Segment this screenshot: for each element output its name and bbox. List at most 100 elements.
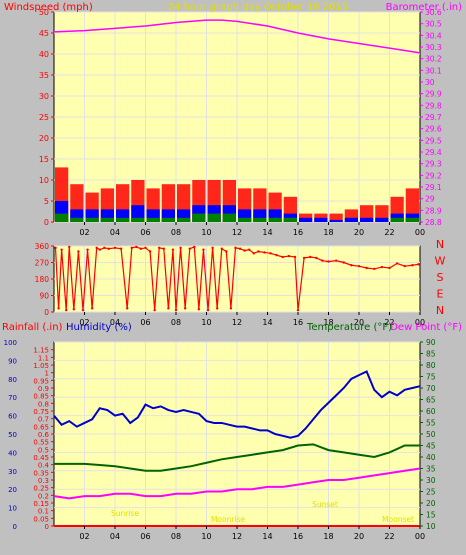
wind-xtick-label: 04 <box>110 228 120 237</box>
baro-ytick-label: 29.2 <box>425 171 442 180</box>
direction-point <box>95 246 98 250</box>
rain-ytick-label: 0.6 <box>38 431 50 439</box>
humidity-ytick-label: 60 <box>8 413 17 421</box>
baro-ytick-label: 30.5 <box>425 20 442 29</box>
rain-ytick-label: 1.05 <box>33 362 49 370</box>
direction-xtick-label: 00 <box>415 318 425 327</box>
temp-xtick-label: 08 <box>171 532 181 541</box>
direction-ytick-label: 270 <box>35 259 50 268</box>
wind-low-bar <box>283 217 297 222</box>
direction-point <box>130 246 133 250</box>
wind-ytick-label: 15 <box>39 155 49 164</box>
direction-point <box>263 251 266 254</box>
direction-point <box>144 246 147 250</box>
humidity-ytick-label: 80 <box>8 376 17 384</box>
rain-ytick-label: 0 <box>45 523 49 531</box>
rain-ytick-label: 0.85 <box>33 393 49 401</box>
direction-point <box>54 246 57 250</box>
wind-low-bar <box>238 217 252 222</box>
baro-ytick-label: 29.3 <box>425 160 442 169</box>
baro-ytick-label: 30.2 <box>425 55 442 64</box>
humidity-axis-title: Humidity (%) <box>66 322 132 333</box>
temp-ytick-label: 65 <box>426 396 436 405</box>
wind-ytick-label: 45 <box>39 29 49 38</box>
direction-point <box>188 247 191 250</box>
direction-point <box>238 247 242 250</box>
direction-xtick-label: 04 <box>110 318 120 327</box>
moonrise-label: Moonrise <box>211 515 245 524</box>
direction-point <box>57 307 60 310</box>
direction-point <box>158 246 161 250</box>
direction-point <box>211 246 214 250</box>
temp-ytick-label: 30 <box>426 476 436 485</box>
temp-ytick-label: 75 <box>426 373 436 382</box>
rain-ytick-label: 0.75 <box>33 408 49 416</box>
direction-point <box>234 246 237 250</box>
humidity-ytick-label: 50 <box>8 431 17 439</box>
wind-low-bar <box>268 217 282 222</box>
wind-xtick-label: 20 <box>354 228 364 237</box>
direction-point <box>403 264 406 268</box>
wind-xtick-label: 22 <box>384 228 394 237</box>
baro-ytick-label: 28.9 <box>425 206 442 215</box>
wind-average-bar <box>314 217 328 222</box>
direction-xtick-label: 10 <box>201 318 211 327</box>
direction-point <box>252 252 255 255</box>
direction-point <box>296 308 300 312</box>
temp-xtick-label: 06 <box>140 532 150 541</box>
rainfall-axis-title: Rainfall (.in) <box>2 322 63 333</box>
direction-point <box>107 247 111 250</box>
humidity-ytick-label: 30 <box>8 468 17 476</box>
humidity-ytick-label: 70 <box>8 394 17 402</box>
direction-point <box>220 247 223 250</box>
wind-xtick-label: 14 <box>262 228 272 237</box>
wind-xtick-label: 10 <box>201 228 211 237</box>
temp-ytick-label: 50 <box>426 430 436 439</box>
direction-point <box>417 263 420 266</box>
direction-xtick-label: 20 <box>354 318 364 327</box>
humidity-ytick-label: 40 <box>8 449 17 457</box>
temp-ytick-label: 70 <box>426 384 436 393</box>
moonset-label: Moonset <box>382 515 414 524</box>
rain-ytick-label: 0.05 <box>33 515 49 523</box>
wind-low-bar <box>177 217 191 222</box>
direction-point <box>395 262 399 265</box>
wind-ytick-label: 30 <box>39 92 49 101</box>
direction-point <box>90 307 94 310</box>
temp-xtick-label: 00 <box>415 532 425 541</box>
rain-ytick-label: 0.1 <box>38 508 49 516</box>
wind-low-bar <box>70 217 84 222</box>
rain-ytick-label: 0.55 <box>33 439 49 447</box>
temp-ytick-label: 85 <box>426 350 436 359</box>
direction-point <box>148 250 152 253</box>
rain-ytick-label: 0.45 <box>33 454 49 462</box>
direction-point <box>77 250 80 253</box>
direction-point <box>135 245 138 249</box>
direction-point <box>275 253 278 257</box>
temp-xtick-label: 14 <box>262 532 272 541</box>
wind-xtick-label: 06 <box>140 228 150 237</box>
direction-point <box>281 255 284 259</box>
direction-point <box>357 264 361 268</box>
temp-xtick-label: 02 <box>79 532 89 541</box>
direction-line <box>54 246 419 311</box>
temp-ytick-label: 10 <box>426 522 436 531</box>
rain-ytick-label: 0.9 <box>38 385 49 393</box>
direction-ytick-label: 90 <box>39 292 49 301</box>
humidity-ytick-label: 90 <box>8 357 17 365</box>
wind-low-bar <box>100 217 114 222</box>
dewpoint-axis-title: Dew Point (°F) <box>390 322 462 333</box>
wind-ytick-label: 5 <box>44 197 49 206</box>
direction-point <box>174 308 178 312</box>
temp-ytick-label: 15 <box>426 511 436 520</box>
wind-low-bar <box>85 217 99 222</box>
wind-xtick-label: 02 <box>79 228 89 237</box>
temp-xtick-label: 10 <box>201 532 211 541</box>
compass-label: N <box>436 238 444 251</box>
direction-point <box>243 249 246 252</box>
baro-ytick-label: 29.8 <box>425 101 442 110</box>
direction-point <box>183 307 187 310</box>
wind-low-bar <box>390 217 404 222</box>
rain-ytick-label: 0.35 <box>33 469 49 477</box>
direction-point <box>171 248 175 251</box>
